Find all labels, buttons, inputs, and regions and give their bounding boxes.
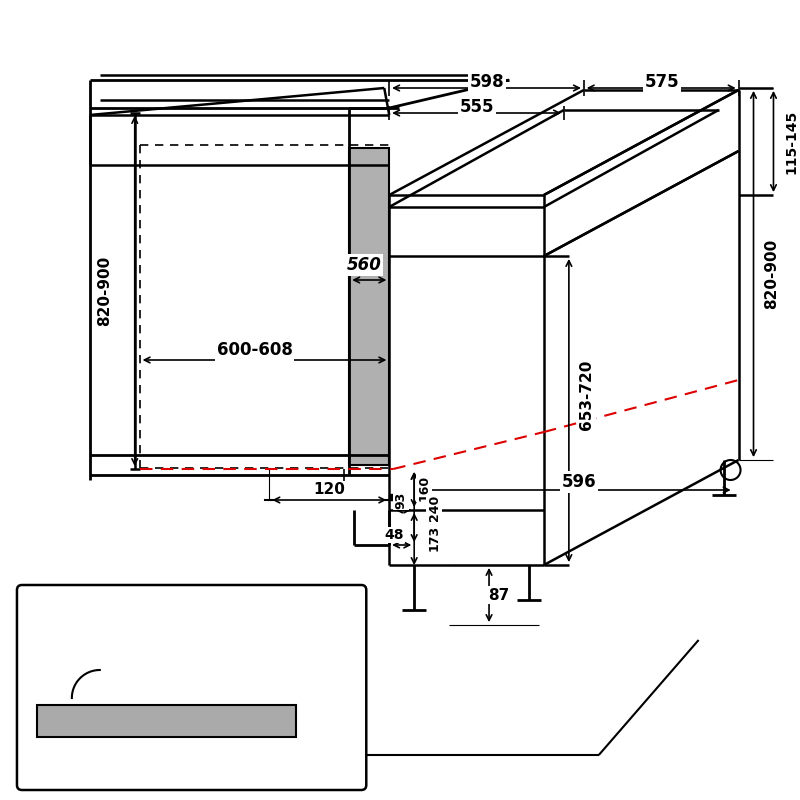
- Text: 598: 598: [470, 73, 504, 91]
- Text: 555: 555: [460, 98, 494, 116]
- Text: 600-608: 600-608: [217, 341, 293, 359]
- Text: 115-145: 115-145: [785, 110, 798, 174]
- Text: 596: 596: [562, 473, 596, 491]
- Text: 587.5: 587.5: [182, 651, 234, 669]
- Text: 120: 120: [314, 482, 346, 498]
- Text: 160: 160: [418, 475, 430, 501]
- Text: 93: 93: [394, 491, 408, 509]
- Text: 820-900: 820-900: [98, 256, 112, 326]
- Text: 653-720: 653-720: [579, 360, 594, 430]
- Text: 48: 48: [385, 528, 404, 542]
- Text: 173: 173: [428, 525, 441, 551]
- Text: 87: 87: [488, 587, 510, 602]
- Text: 575: 575: [644, 73, 679, 91]
- Text: 820-900: 820-900: [764, 239, 779, 309]
- Bar: [37, 705, 297, 737]
- FancyBboxPatch shape: [17, 585, 366, 790]
- Text: 560: 560: [347, 256, 382, 274]
- Text: 240: 240: [428, 495, 441, 521]
- Polygon shape: [350, 148, 390, 465]
